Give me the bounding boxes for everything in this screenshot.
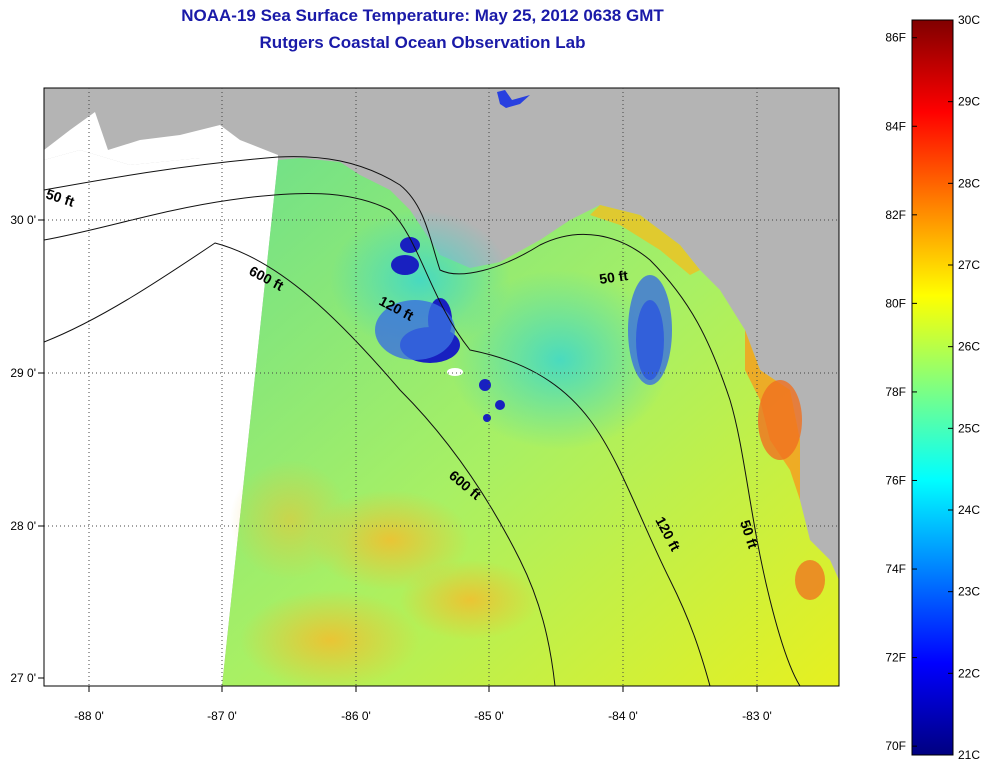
lon-label-88: -88 0': [74, 709, 104, 723]
lon-label-87: -87 0': [207, 709, 237, 723]
lat-label-29: 29 0': [10, 366, 36, 380]
colorbar-c-label: 21C: [958, 748, 980, 762]
map-subtitle: Rutgers Coastal Ocean Observation Lab: [259, 33, 586, 52]
colorbar-c-label: 30C: [958, 13, 980, 27]
colorbar-c-label: 23C: [958, 585, 980, 599]
colorbar-f-label: 80F: [885, 296, 906, 310]
colorbar-c-label: 27C: [958, 258, 980, 272]
lon-label-83: -83 0': [742, 709, 772, 723]
lon-label-85: -85 0': [474, 709, 504, 723]
colorbar-f-label: 76F: [885, 473, 906, 487]
lat-label-30: 30 0': [10, 213, 36, 227]
colorbar-f-label: 82F: [885, 208, 906, 222]
lat-label-28: 28 0': [10, 519, 36, 533]
colorbar-c-label: 25C: [958, 421, 980, 435]
contour-label-50ft-north: 50 ft: [598, 267, 629, 287]
warm-spot-east: [758, 380, 802, 460]
lon-label-86: -86 0': [341, 709, 371, 723]
colorbar-c-label: 28C: [958, 176, 980, 190]
colorbar-c-label: 29C: [958, 95, 980, 109]
colorbar-gradient: [911, 19, 954, 756]
colorbar-c-label: 24C: [958, 503, 980, 517]
colorbar-c-label: 26C: [958, 340, 980, 354]
lat-label-27: 27 0': [10, 671, 36, 685]
contour-50ft-west: [44, 156, 801, 686]
contour-600ft: [44, 242, 556, 686]
colorbar-f-label: 70F: [885, 739, 906, 753]
warm-nearshore-north: [590, 205, 700, 275]
lon-label-84: -84 0': [608, 709, 638, 723]
map-title: NOAA-19 Sea Surface Temperature: May 25,…: [181, 6, 664, 25]
colorbar-f-label: 74F: [885, 562, 906, 576]
contour-120ft: [44, 192, 711, 686]
colorbar-f-label: 84F: [885, 119, 906, 133]
colorbar-c-label: 22C: [958, 666, 980, 680]
colorbar-f-label: 78F: [885, 385, 906, 399]
warm-spot-southeast: [795, 560, 825, 600]
no-data-region: [44, 150, 278, 686]
colorbar-f-label: 72F: [885, 651, 906, 665]
colorbar-f-label: 86F: [885, 31, 906, 45]
